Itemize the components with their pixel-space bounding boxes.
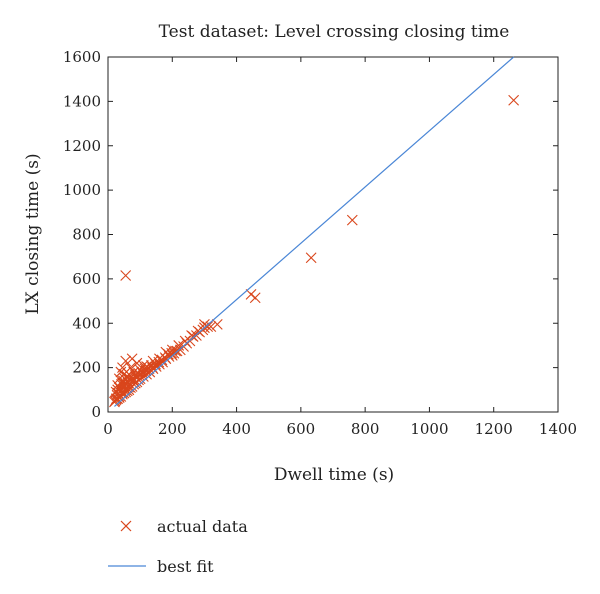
- data-point: [116, 378, 127, 390]
- x-tick-label: 1000: [410, 420, 448, 438]
- y-axis-ticks: 0 200 400 600 800 1000 1200 1400 1600: [63, 48, 558, 421]
- y-tick-label: 1200: [63, 137, 101, 155]
- y-tick-label: 800: [72, 226, 101, 244]
- data-point: [192, 325, 204, 337]
- plot-area: [109, 56, 520, 408]
- data-point: [140, 365, 152, 377]
- data-point-stroke: [125, 371, 137, 382]
- chart-legend: actual data best fit: [108, 517, 248, 576]
- data-point-stroke: [205, 321, 217, 332]
- data-point-stroke: [170, 345, 181, 357]
- x-tick-label: 1400: [539, 420, 577, 438]
- data-point: [156, 354, 168, 366]
- data-point-stroke: [131, 357, 143, 369]
- data-point-stroke: [156, 354, 168, 366]
- data-point: [205, 321, 217, 332]
- data-point-stroke: [179, 335, 191, 347]
- data-point: [179, 335, 191, 347]
- data-point-stroke: [163, 348, 174, 360]
- data-point-stroke: [118, 375, 129, 387]
- x-tick-label: 400: [222, 420, 251, 438]
- data-point-stroke: [117, 362, 128, 374]
- x-tick-label: 1200: [475, 420, 513, 438]
- data-point-stroke: [305, 252, 317, 264]
- y-tick-label: 0: [91, 403, 101, 421]
- data-point-stroke: [346, 214, 358, 226]
- data-point-stroke: [120, 355, 132, 367]
- best-fit-line: [114, 56, 515, 407]
- y-tick-label: 1400: [63, 92, 101, 110]
- data-point-stroke: [192, 325, 204, 337]
- data-point: [249, 292, 261, 304]
- y-tick-label: 1600: [63, 48, 101, 66]
- data-point: [134, 370, 145, 381]
- data-point-stroke: [137, 367, 149, 379]
- data-point-stroke: [116, 378, 127, 390]
- data-point: [120, 355, 132, 367]
- data-point: [131, 357, 143, 369]
- actual-data-points: [109, 94, 520, 408]
- data-point-stroke: [153, 356, 165, 368]
- data-point: [211, 318, 223, 330]
- data-point-stroke: [111, 389, 123, 401]
- data-point-stroke: [114, 383, 126, 395]
- data-point-stroke: [123, 381, 134, 393]
- x-tick-label: 800: [351, 420, 380, 438]
- data-point-stroke: [508, 94, 520, 106]
- data-point-stroke: [124, 373, 136, 385]
- y-tick-label: 600: [72, 270, 101, 288]
- legend-x-stroke: [120, 520, 132, 532]
- data-point: [163, 348, 174, 360]
- data-point: [202, 321, 214, 332]
- x-tick-label: 0: [103, 420, 113, 438]
- data-point: [346, 214, 358, 226]
- x-tick-label: 200: [158, 420, 187, 438]
- data-point: [125, 362, 136, 374]
- legend-marker-actual-data: [120, 520, 132, 532]
- data-point: [170, 345, 181, 357]
- data-point-stroke: [150, 358, 161, 370]
- data-point: [127, 374, 139, 386]
- y-tick-label: 200: [72, 359, 101, 377]
- data-point-stroke: [211, 318, 223, 330]
- y-axis-label: LX closing time (s): [23, 153, 43, 314]
- data-point: [305, 252, 317, 264]
- chart-title: Test dataset: Level crossing closing tim…: [159, 22, 510, 42]
- data-point-stroke: [120, 270, 132, 281]
- data-point-stroke: [249, 292, 261, 304]
- data-point: [508, 94, 520, 106]
- data-point-stroke: [130, 372, 142, 383]
- data-point: [111, 389, 123, 401]
- data-point-stroke: [202, 321, 214, 332]
- y-tick-label: 400: [72, 314, 101, 332]
- data-point-stroke: [245, 289, 257, 300]
- data-point: [245, 289, 257, 300]
- data-point: [186, 330, 197, 341]
- data-point: [130, 372, 142, 383]
- data-point: [137, 367, 149, 379]
- data-point-stroke: [137, 360, 149, 371]
- data-point-stroke: [143, 363, 155, 375]
- data-point-stroke: [127, 374, 139, 386]
- data-point-stroke: [125, 362, 136, 374]
- y-tick-label: 1000: [63, 181, 101, 199]
- data-point-stroke: [134, 370, 145, 381]
- data-point-stroke: [140, 365, 152, 377]
- x-axis-label: Dwell time (s): [274, 465, 394, 485]
- data-point-stroke: [186, 330, 197, 341]
- data-point: [120, 270, 132, 281]
- x-tick-label: 600: [287, 420, 316, 438]
- legend-label-best-fit: best fit: [157, 557, 214, 576]
- x-axis-ticks: 0 200 400 600 800 1000 1200 1400: [103, 57, 577, 438]
- legend-label-actual-data: actual data: [157, 517, 248, 536]
- data-point: [143, 363, 155, 375]
